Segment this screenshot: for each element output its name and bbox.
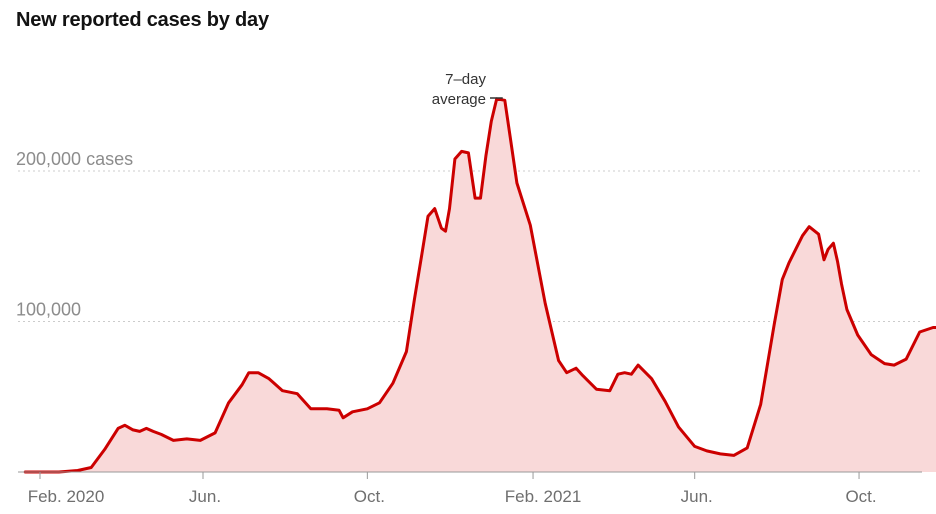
series-area-fill bbox=[25, 98, 936, 472]
x-tick-label: Feb. 2021 bbox=[505, 487, 582, 506]
chart-title: New reported cases by day bbox=[16, 9, 269, 31]
annotation-label: average bbox=[432, 91, 486, 108]
y-tick-label: 100,000 bbox=[16, 300, 81, 320]
annotation-7-day-average: 7–day average bbox=[432, 71, 503, 108]
y-tick-label: 200,000 cases bbox=[16, 149, 133, 169]
x-tick-label: Feb. 2020 bbox=[28, 487, 105, 506]
series-line-7-day-average bbox=[23, 97, 936, 474]
annotation-label: 7–day bbox=[445, 71, 486, 88]
x-axis-ticks: Feb. 2020 Jun. Oct. Feb. 2021 Jun. Oct. bbox=[28, 472, 877, 506]
x-tick-label: Oct. bbox=[354, 487, 385, 506]
x-tick-label: Jun. bbox=[189, 487, 221, 506]
x-tick-label: Jun. bbox=[681, 487, 713, 506]
y-axis-labels: 100,000 200,000 cases bbox=[16, 149, 133, 320]
x-tick-label: Oct. bbox=[845, 487, 876, 506]
